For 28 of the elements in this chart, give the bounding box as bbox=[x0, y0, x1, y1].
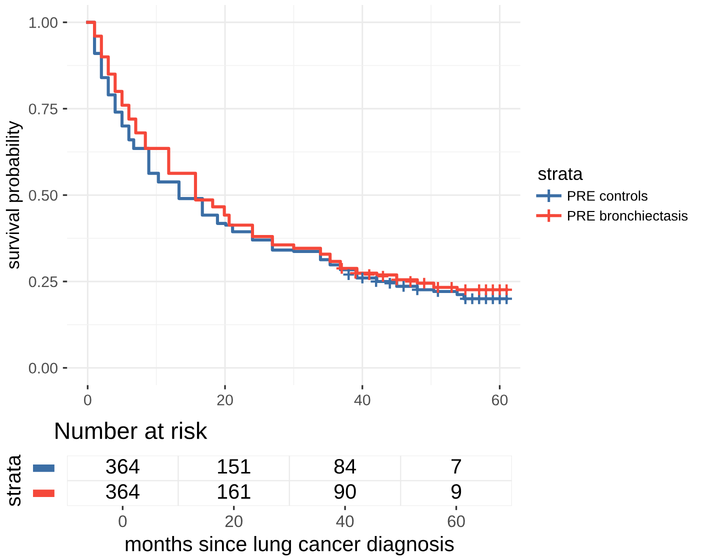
y-tick-label: 0.50 bbox=[28, 190, 58, 201]
data-label: 151 bbox=[218, 459, 250, 474]
y-tick-label: 0.75 bbox=[28, 104, 58, 114]
legend-label: PRE controls bbox=[568, 190, 648, 201]
x-tick-label: 20 bbox=[217, 394, 233, 406]
data-label: 84 bbox=[334, 459, 356, 474]
x-tick-label: 60 bbox=[492, 394, 508, 406]
x-tick-label: 0 bbox=[84, 394, 92, 406]
legend-label: PRE bronchiectasis bbox=[568, 210, 688, 221]
x-tick-label: 20 bbox=[225, 515, 242, 528]
data-label: 364 bbox=[106, 484, 140, 499]
y-axis-title: strata bbox=[6, 454, 21, 506]
y-tick-label: 0.00 bbox=[28, 362, 58, 374]
data-label: 90 bbox=[334, 484, 356, 499]
data-label: 9 bbox=[451, 484, 462, 499]
y-tick-label: 1.00 bbox=[29, 17, 58, 28]
x-tick-label: 40 bbox=[354, 394, 370, 406]
legend-title: strata bbox=[538, 168, 583, 180]
data-label: 161 bbox=[218, 484, 250, 499]
y-axis-title: survival probability bbox=[6, 120, 23, 269]
x-tick-label: 60 bbox=[448, 515, 465, 528]
data-label: 7 bbox=[452, 459, 461, 474]
x-tick-label: 0 bbox=[118, 515, 127, 528]
y-tick-label: 0.25 bbox=[28, 276, 58, 288]
data-label: 364 bbox=[106, 459, 140, 474]
x-tick-label: 40 bbox=[336, 515, 354, 528]
chart-title: Number at risk bbox=[56, 422, 208, 440]
x-axis-title: months since lung cancer diagnosis bbox=[126, 536, 454, 556]
